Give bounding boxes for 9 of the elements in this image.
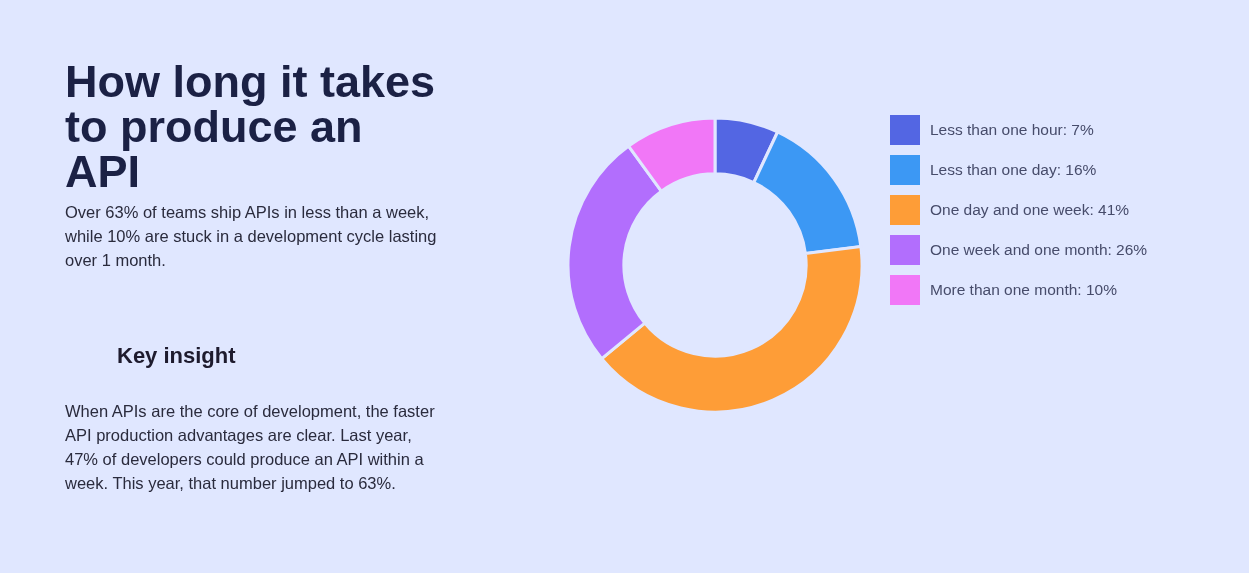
legend-label: One week and one month: 26%	[930, 241, 1148, 258]
legend-label: One day and one week: 41%	[930, 201, 1130, 218]
legend-label: Less than one day: 16%	[930, 161, 1097, 178]
text: When APIs are the core of development, the faster API production advantages are clear. Last year, 47% of developers could produce an API within a week. This year, that number jumped to 63%.	[64, 402, 436, 492]
chart-title: How long it takes to produce an API	[65, 56, 436, 197]
text: Key insight	[117, 343, 237, 368]
legend-label: More than one month: 10%	[930, 281, 1118, 298]
text: Over 63% of teams ship APIs in less than a week, while 10% are stuck in a development cycle lasting over 1 month.	[64, 203, 437, 269]
legend-label: Less than one hour: 7%	[930, 121, 1094, 138]
